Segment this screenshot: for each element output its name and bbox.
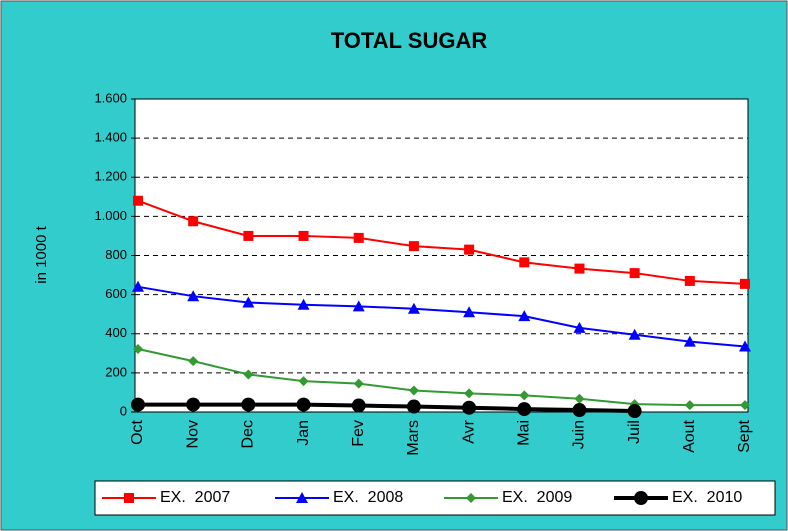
y-tick-label: 800 (105, 247, 127, 262)
legend-marker (634, 491, 648, 505)
marker (186, 397, 201, 412)
marker (297, 298, 310, 310)
y-tick-label: 1.600 (94, 90, 127, 105)
x-tick-label: Juil (626, 420, 643, 444)
marker (408, 241, 419, 252)
marker (574, 393, 585, 404)
series-line (137, 285, 746, 348)
marker (352, 300, 365, 312)
chart-title: TOTAL SUGAR (331, 28, 488, 53)
marker (518, 310, 531, 322)
y-tick-label: 1.400 (94, 130, 127, 145)
y-tick-label: 1.000 (94, 208, 127, 223)
marker (683, 335, 696, 347)
x-tick-label: Mai (515, 420, 532, 446)
marker (519, 390, 530, 401)
marker (133, 195, 143, 206)
marker (739, 340, 751, 352)
marker (628, 328, 641, 340)
marker (572, 403, 587, 418)
marker (353, 378, 364, 389)
legend-label: EX. 2009 (502, 489, 572, 506)
y-tick-label: 1.200 (94, 169, 127, 184)
marker (353, 232, 364, 243)
marker (243, 369, 254, 380)
y-tick-label: 600 (105, 286, 127, 301)
marker (131, 397, 145, 412)
marker (406, 399, 421, 414)
marker (242, 296, 255, 308)
marker (188, 356, 199, 367)
y-tick-label: 400 (105, 325, 127, 340)
x-tick-label: Fev (350, 420, 367, 447)
marker (132, 280, 144, 292)
series-line (137, 348, 745, 407)
marker (464, 388, 475, 399)
x-tick-label: Dec (240, 420, 257, 448)
marker (740, 278, 750, 289)
marker (407, 302, 420, 314)
x-tick-label: Sept (736, 419, 753, 452)
marker (187, 290, 200, 302)
marker (517, 402, 532, 417)
x-tick-label: Mars (405, 420, 422, 456)
x-tick-label: Avr (460, 419, 477, 443)
legend-marker (466, 493, 476, 503)
marker (408, 385, 419, 396)
legend-label: EX. 2008 (333, 489, 403, 506)
marker (519, 257, 530, 268)
legend-label: EX. 2010 (672, 489, 742, 506)
marker (351, 398, 366, 413)
marker (298, 230, 309, 241)
series-line (138, 402, 635, 414)
marker (627, 404, 642, 419)
x-tick-label: Oct (129, 419, 146, 444)
marker (684, 275, 695, 286)
legend-marker (124, 493, 134, 503)
marker (243, 230, 254, 241)
x-tick-label: Nov (184, 420, 201, 448)
marker (463, 306, 476, 318)
marker (241, 397, 256, 412)
x-tick-label: Jan (295, 420, 312, 446)
series-line (137, 199, 746, 285)
x-tick-label: Juin (571, 420, 588, 449)
marker (296, 397, 311, 412)
marker (464, 244, 475, 255)
marker (188, 216, 199, 227)
y-tick-label: 200 (105, 364, 127, 379)
marker (133, 344, 143, 355)
marker (740, 400, 750, 411)
y-tick-label: 0 (120, 403, 127, 418)
marker (574, 263, 585, 274)
marker (462, 400, 477, 415)
x-tick-label: Aout (681, 419, 698, 452)
y-axis-label: in 1000 t (33, 225, 50, 283)
marker (629, 268, 640, 279)
legend-marker (296, 492, 308, 503)
marker (573, 321, 586, 333)
marker (684, 400, 695, 411)
legend-label: EX. 2007 (160, 489, 230, 506)
marker (298, 376, 309, 387)
